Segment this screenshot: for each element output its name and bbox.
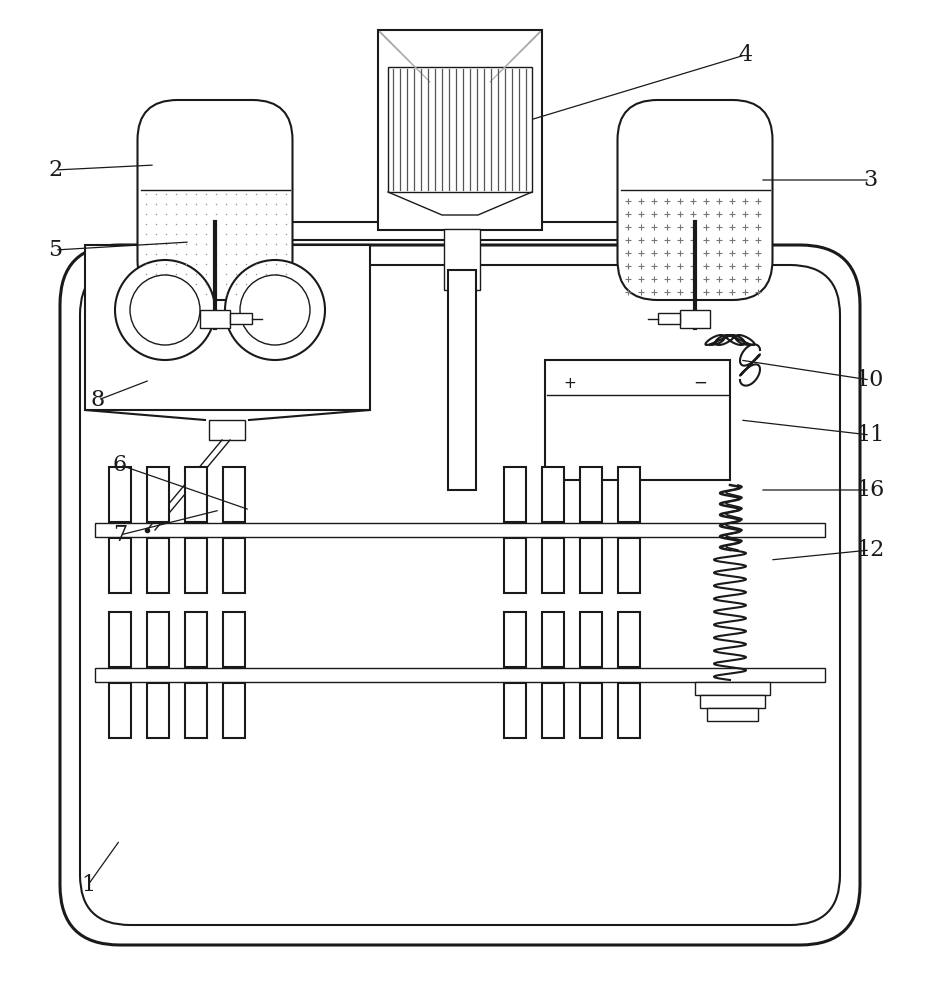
- Text: 2: 2: [48, 159, 62, 181]
- Bar: [147, 538, 169, 593]
- Bar: [580, 612, 602, 667]
- Text: −: −: [693, 374, 707, 392]
- Bar: [109, 683, 131, 738]
- Bar: [542, 612, 564, 667]
- Bar: [388, 67, 532, 192]
- Bar: [618, 683, 640, 738]
- Bar: [695, 682, 770, 695]
- Bar: [680, 310, 710, 328]
- Bar: [209, 420, 245, 440]
- Bar: [504, 467, 526, 522]
- Bar: [658, 313, 680, 324]
- Bar: [85, 245, 370, 410]
- Text: 11: 11: [856, 424, 885, 446]
- Bar: [542, 683, 564, 738]
- Bar: [707, 708, 758, 721]
- Bar: [109, 467, 131, 522]
- Bar: [378, 30, 542, 230]
- Bar: [223, 467, 245, 522]
- Bar: [109, 612, 131, 667]
- Bar: [542, 467, 564, 522]
- Bar: [542, 538, 564, 593]
- Bar: [185, 467, 207, 522]
- FancyBboxPatch shape: [60, 245, 860, 945]
- Text: 8: 8: [91, 389, 105, 411]
- Bar: [618, 467, 640, 522]
- Circle shape: [115, 260, 215, 360]
- Text: 6: 6: [113, 454, 127, 476]
- Bar: [223, 683, 245, 738]
- Text: 1: 1: [81, 874, 95, 896]
- Bar: [223, 612, 245, 667]
- Bar: [504, 683, 526, 738]
- Text: 16: 16: [856, 479, 885, 501]
- Bar: [580, 683, 602, 738]
- Circle shape: [240, 275, 310, 345]
- Text: 7: 7: [113, 524, 127, 546]
- Bar: [200, 310, 230, 328]
- Bar: [448, 270, 476, 490]
- Bar: [504, 538, 526, 593]
- Bar: [580, 538, 602, 593]
- Bar: [185, 683, 207, 738]
- Bar: [230, 313, 252, 324]
- Text: 4: 4: [738, 44, 752, 66]
- Bar: [109, 538, 131, 593]
- Text: 12: 12: [856, 539, 885, 561]
- FancyBboxPatch shape: [617, 100, 772, 300]
- Bar: [700, 695, 765, 708]
- Bar: [147, 612, 169, 667]
- Bar: [95, 668, 825, 682]
- FancyBboxPatch shape: [137, 100, 293, 300]
- Bar: [155, 222, 715, 240]
- Text: 10: 10: [856, 369, 885, 391]
- Bar: [504, 612, 526, 667]
- Bar: [545, 360, 730, 480]
- Bar: [618, 538, 640, 593]
- Text: 5: 5: [48, 239, 62, 261]
- Bar: [444, 229, 480, 290]
- Bar: [95, 523, 825, 537]
- Bar: [185, 612, 207, 667]
- Circle shape: [130, 275, 200, 345]
- Bar: [147, 683, 169, 738]
- Bar: [618, 612, 640, 667]
- Bar: [580, 467, 602, 522]
- Text: +: +: [564, 376, 576, 391]
- Circle shape: [225, 260, 325, 360]
- Bar: [185, 538, 207, 593]
- Bar: [147, 467, 169, 522]
- Text: 3: 3: [863, 169, 877, 191]
- Bar: [223, 538, 245, 593]
